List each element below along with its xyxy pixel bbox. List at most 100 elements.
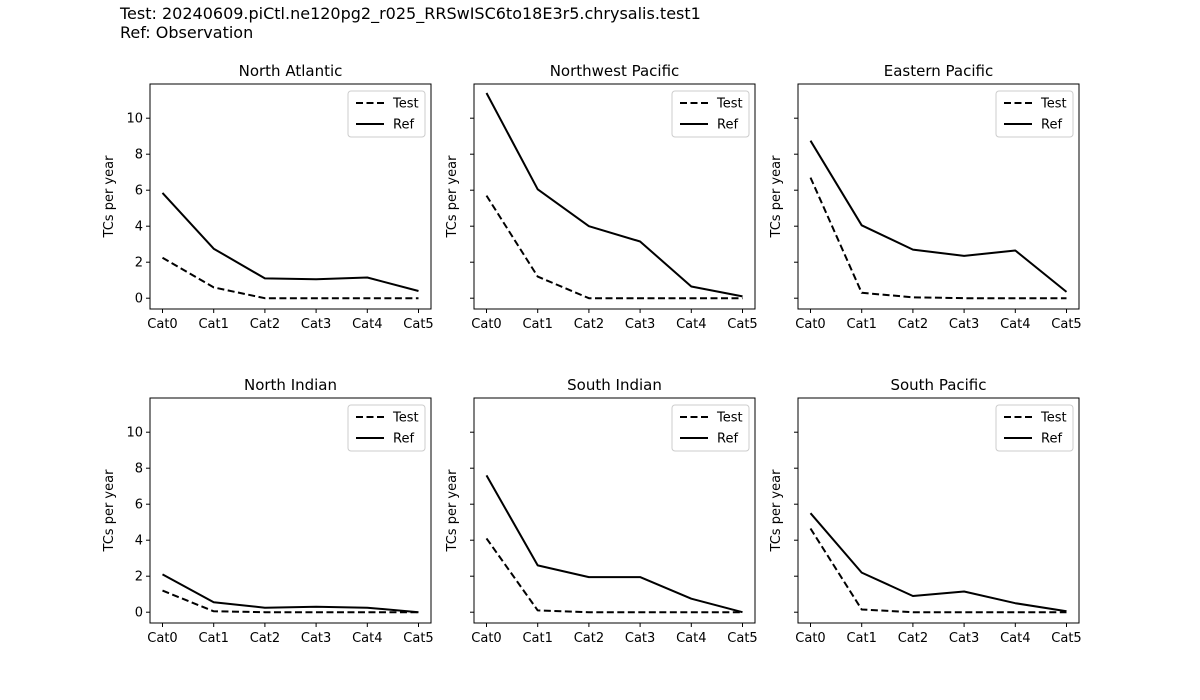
series-line-test bbox=[485, 537, 743, 614]
legend-label-test: Test bbox=[1040, 411, 1067, 426]
x-tick-label: Cat1 bbox=[846, 317, 876, 332]
y-axis-label: TCs per year bbox=[769, 155, 784, 239]
x-tick-label: Cat3 bbox=[301, 317, 331, 332]
plot-frame bbox=[473, 83, 756, 310]
x-tick-label: Cat2 bbox=[250, 317, 280, 332]
plot-frame bbox=[473, 397, 756, 624]
legend: Test Ref bbox=[671, 404, 750, 452]
subplot-north-indian: North Indian 0 2 4 6 8 10 Cat0 Cat1 Cat2 Cat3 Cat4 C… bbox=[102, 376, 434, 646]
x-tick-label: Cat1 bbox=[846, 631, 876, 646]
series-line-ref bbox=[485, 92, 743, 298]
legend-label-test: Test bbox=[392, 97, 419, 112]
x-tick-label: Cat5 bbox=[727, 317, 757, 332]
series-line-ref bbox=[485, 474, 743, 614]
legend-label-test: Test bbox=[392, 411, 419, 426]
x-tick-label: Cat5 bbox=[403, 631, 433, 646]
plot-frame bbox=[149, 83, 432, 310]
subplot-south-pacific: South Pacific Cat0 Cat1 Cat2 Cat3 Cat4 Cat5 TCs… bbox=[769, 376, 1082, 646]
series-line-ref bbox=[162, 573, 419, 614]
y-axis-label: TCs per year bbox=[445, 469, 460, 553]
series-line-ref bbox=[809, 512, 1067, 613]
legend-label-test: Test bbox=[716, 411, 743, 426]
legend-label-ref: Ref bbox=[393, 118, 414, 133]
x-tick-label: Cat2 bbox=[574, 317, 604, 332]
x-tick-label: Cat5 bbox=[1051, 631, 1081, 646]
y-tick-label: 10 bbox=[126, 112, 143, 127]
figure-title-ref: Ref: Observation bbox=[120, 23, 253, 42]
plot-frame bbox=[797, 397, 1080, 624]
subplot-title: Northwest Pacific bbox=[550, 62, 680, 80]
series-line-test bbox=[809, 527, 1067, 614]
x-tick-label: Cat3 bbox=[625, 631, 655, 646]
y-axis-label: TCs per year bbox=[102, 155, 117, 239]
legend: Test Ref bbox=[347, 404, 426, 452]
subplot-south-indian: South Indian Cat0 Cat1 Cat2 Cat3 Cat4 Cat5 TCs … bbox=[445, 376, 758, 646]
subplot-title: South Indian bbox=[567, 376, 662, 394]
x-tick-label: Cat0 bbox=[795, 317, 825, 332]
x-tick-label: Cat0 bbox=[147, 631, 177, 646]
subplot-eastern-pacific: Eastern Pacific Cat0 Cat1 Cat2 Cat3 Cat4 Cat5 T… bbox=[769, 62, 1082, 332]
subplot-northwest-pacific: Northwest Pacific Cat0 Cat1 Cat2 Cat3 Cat4 Cat… bbox=[445, 62, 758, 332]
y-tick-label: 10 bbox=[126, 426, 143, 441]
x-tick-label: Cat3 bbox=[625, 317, 655, 332]
subplot-title: North Indian bbox=[244, 376, 337, 394]
x-tick-label: Cat4 bbox=[1000, 317, 1030, 332]
x-tick-label: Cat3 bbox=[949, 317, 979, 332]
figure-title-test: Test: 20240609.piCtl.ne120pg2_r025_RRSwI… bbox=[119, 4, 701, 24]
legend-label-ref: Ref bbox=[1041, 432, 1062, 447]
x-tick-label: Cat4 bbox=[676, 631, 706, 646]
x-tick-label: Cat0 bbox=[147, 317, 177, 332]
series-line-test bbox=[485, 195, 743, 300]
x-tick-label: Cat3 bbox=[949, 631, 979, 646]
y-axis-label: TCs per year bbox=[445, 155, 460, 239]
series-line-ref bbox=[161, 192, 419, 292]
x-tick-label: Cat2 bbox=[898, 317, 928, 332]
y-axis-label: TCs per year bbox=[769, 469, 784, 553]
x-tick-label: Cat2 bbox=[574, 631, 604, 646]
y-tick-label: 8 bbox=[135, 148, 143, 163]
y-axis-label: TCs per year bbox=[102, 469, 117, 553]
x-tick-label: Cat0 bbox=[795, 631, 825, 646]
series-line-test bbox=[809, 177, 1067, 300]
x-tick-label: Cat0 bbox=[471, 317, 501, 332]
x-tick-label: Cat1 bbox=[522, 317, 552, 332]
x-tick-label: Cat5 bbox=[727, 631, 757, 646]
y-tick-label: 6 bbox=[135, 184, 143, 199]
x-tick-label: Cat2 bbox=[250, 631, 280, 646]
x-tick-label: Cat1 bbox=[198, 317, 228, 332]
y-tick-label: 2 bbox=[135, 570, 143, 585]
x-tick-label: Cat4 bbox=[1000, 631, 1030, 646]
plot-frame bbox=[797, 83, 1080, 310]
subplot-title: Eastern Pacific bbox=[884, 62, 993, 80]
y-tick-label: 6 bbox=[135, 498, 143, 513]
x-tick-label: Cat3 bbox=[301, 631, 331, 646]
legend-label-ref: Ref bbox=[717, 432, 738, 447]
series-line-ref bbox=[809, 140, 1068, 293]
series-line-test bbox=[162, 589, 419, 614]
subplot-title: North Atlantic bbox=[239, 62, 343, 80]
legend-label-ref: Ref bbox=[1041, 118, 1062, 133]
legend: Test Ref bbox=[347, 90, 426, 138]
y-tick-label: 8 bbox=[135, 462, 143, 477]
x-tick-label: Cat5 bbox=[1051, 317, 1081, 332]
subplot-grid: North Atlantic 0 2 4 6 8 10 Cat0 Cat1 Cat2 Cat3 Cat… bbox=[102, 62, 1082, 646]
legend-label-ref: Ref bbox=[393, 432, 414, 447]
legend: Test Ref bbox=[995, 404, 1074, 452]
y-tick-label: 4 bbox=[135, 534, 143, 549]
plot-frame bbox=[149, 397, 432, 624]
y-tick-label: 0 bbox=[135, 606, 143, 621]
subplot-title: South Pacific bbox=[890, 376, 986, 394]
series-line-test bbox=[161, 256, 419, 300]
x-tick-label: Cat4 bbox=[676, 317, 706, 332]
legend-label-test: Test bbox=[1040, 97, 1067, 112]
legend: Test Ref bbox=[995, 90, 1074, 138]
x-tick-label: Cat2 bbox=[898, 631, 928, 646]
legend-label-ref: Ref bbox=[717, 118, 738, 133]
x-tick-label: Cat5 bbox=[403, 317, 433, 332]
legend: Test Ref bbox=[671, 90, 750, 138]
x-tick-label: Cat0 bbox=[471, 631, 501, 646]
x-tick-label: Cat4 bbox=[352, 317, 382, 332]
x-tick-label: Cat1 bbox=[198, 631, 228, 646]
x-tick-label: Cat4 bbox=[352, 631, 382, 646]
subplot-north-atlantic: North Atlantic 0 2 4 6 8 10 Cat0 Cat1 Cat2 Cat3 Cat… bbox=[102, 62, 434, 332]
